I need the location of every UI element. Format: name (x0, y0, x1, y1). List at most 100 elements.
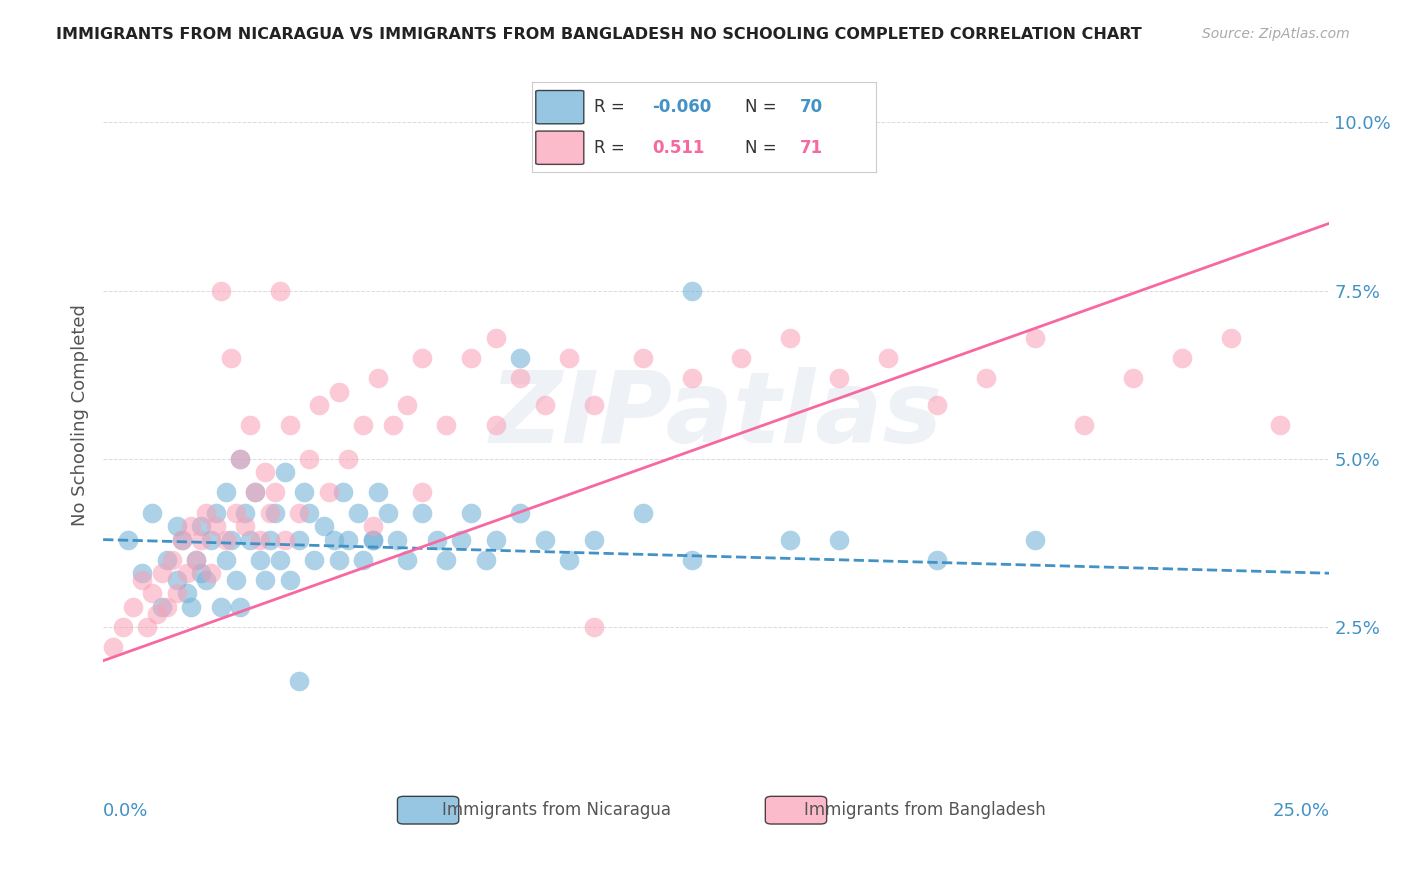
Point (156, 553, 179, 567)
Point (259, 506, 281, 520)
Point (730, 351, 752, 365)
Point (176, 566, 198, 581)
Point (235, 506, 257, 520)
Point (298, 506, 321, 520)
Point (631, 506, 654, 520)
Point (170, 533, 193, 547)
Point (347, 506, 370, 520)
Point (426, 533, 449, 547)
Point (484, 533, 506, 547)
Point (974, 371, 997, 385)
Point (205, 506, 228, 520)
Text: Immigrants from Nicaragua: Immigrants from Nicaragua (443, 801, 671, 819)
Point (229, 451, 252, 466)
Point (288, 533, 311, 547)
Point (146, 607, 169, 621)
Point (235, 519, 257, 533)
Point (631, 351, 654, 365)
Point (925, 553, 948, 567)
Point (170, 533, 193, 547)
Point (136, 620, 159, 634)
Point (484, 331, 506, 345)
Point (150, 599, 173, 614)
Point (278, 418, 301, 433)
Point (681, 553, 703, 567)
Point (263, 485, 285, 500)
Point (460, 506, 482, 520)
Point (225, 573, 247, 587)
Point (411, 485, 433, 500)
Point (288, 673, 311, 688)
Point (533, 115, 555, 129)
Point (352, 418, 374, 433)
Point (141, 586, 163, 600)
Point (367, 371, 389, 385)
Point (312, 519, 335, 533)
Point (381, 418, 404, 433)
Point (828, 371, 851, 385)
Point (253, 573, 276, 587)
Point (367, 485, 389, 500)
Point (582, 398, 605, 412)
Point (141, 506, 163, 520)
Point (436, 553, 458, 567)
Point (269, 553, 291, 567)
Point (101, 640, 124, 655)
Point (361, 533, 384, 547)
Point (298, 451, 321, 466)
Point (332, 485, 354, 500)
Point (828, 533, 851, 547)
Point (533, 533, 555, 547)
Point (558, 351, 581, 365)
Point (1122, 371, 1144, 385)
Point (200, 566, 222, 581)
Point (377, 506, 399, 520)
Point (308, 398, 330, 412)
Point (160, 553, 183, 567)
Point (582, 620, 605, 634)
Point (253, 465, 276, 479)
Point (259, 533, 281, 547)
Point (273, 533, 295, 547)
Point (925, 398, 948, 412)
Point (205, 519, 228, 533)
Point (131, 573, 153, 587)
Point (779, 533, 801, 547)
Point (166, 573, 188, 587)
Point (150, 566, 173, 581)
Point (180, 519, 202, 533)
Point (1073, 418, 1095, 433)
Point (215, 553, 238, 567)
Point (239, 418, 262, 433)
Point (131, 566, 153, 581)
Point (558, 553, 581, 567)
Point (450, 533, 472, 547)
Point (509, 351, 531, 365)
FancyBboxPatch shape (765, 797, 827, 824)
Point (190, 533, 212, 547)
Point (352, 553, 374, 567)
Point (166, 519, 188, 533)
Point (292, 485, 315, 500)
Point (156, 599, 179, 614)
Point (322, 533, 344, 547)
Point (117, 533, 139, 547)
Point (186, 553, 208, 567)
Point (278, 573, 301, 587)
Point (337, 533, 360, 547)
Point (273, 465, 295, 479)
Point (484, 418, 506, 433)
Point (387, 533, 409, 547)
Point (219, 351, 242, 365)
Point (474, 553, 496, 567)
Point (229, 451, 252, 466)
Y-axis label: No Schooling Completed: No Schooling Completed (72, 304, 89, 526)
Text: 0.0%: 0.0% (103, 802, 149, 820)
Point (200, 533, 222, 547)
Point (111, 620, 134, 634)
Point (396, 553, 419, 567)
Point (318, 485, 340, 500)
Point (877, 351, 900, 365)
Point (121, 599, 143, 614)
Point (209, 284, 232, 298)
